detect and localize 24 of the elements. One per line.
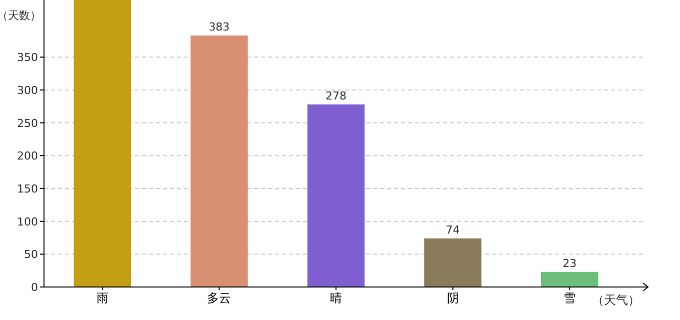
- x-tick-label: 晴: [330, 291, 342, 305]
- y-tick-label: 250: [17, 116, 38, 130]
- bar: [190, 35, 248, 287]
- x-tick-label: 多云: [207, 291, 232, 305]
- y-tick-label: 200: [17, 150, 38, 163]
- data-label: 278: [326, 89, 346, 102]
- bar: [540, 272, 598, 287]
- data-label: 74: [446, 223, 460, 236]
- x-axis-title: （天气）: [592, 293, 640, 307]
- y-tick-label: 300: [17, 84, 38, 97]
- y-tick-label: 0: [31, 281, 38, 294]
- y-tick-label: 100: [17, 215, 38, 228]
- x-tick-label: 雨: [96, 291, 108, 305]
- x-tick-label: 阴: [446, 291, 459, 305]
- x-tick-label: 雪: [564, 291, 576, 305]
- data-label: 383: [208, 20, 230, 34]
- y-tick-label: 150: [17, 182, 38, 196]
- data-label: 23: [562, 256, 577, 270]
- y-axis-title: （天数）: [0, 9, 41, 22]
- bar: [424, 238, 482, 287]
- bar: [74, 0, 132, 287]
- bar: [307, 104, 365, 287]
- y-tick-label: 350: [17, 51, 38, 64]
- y-tick-label: 50: [24, 248, 38, 262]
